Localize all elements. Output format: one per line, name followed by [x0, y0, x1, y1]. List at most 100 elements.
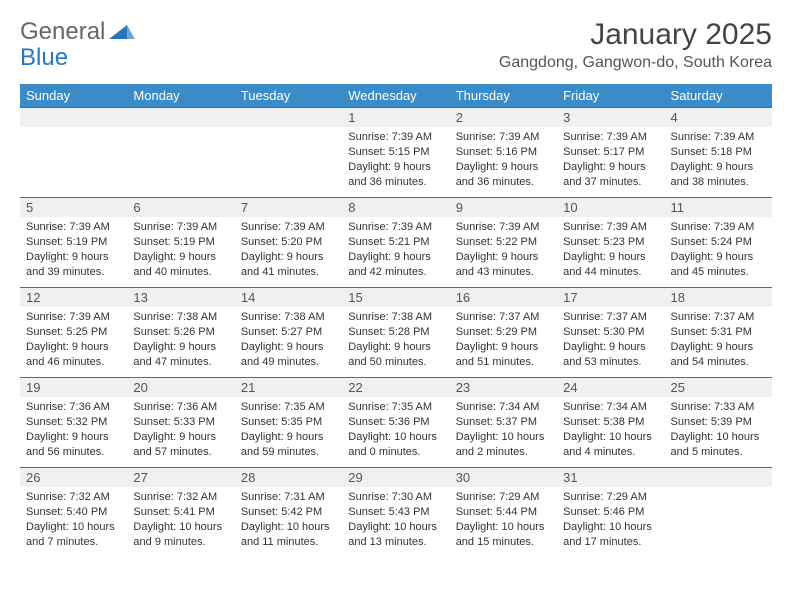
day-number: 30 [450, 467, 557, 487]
sunrise-text: Sunrise: 7:29 AM [563, 490, 658, 505]
sunset-text: Sunset: 5:38 PM [563, 415, 658, 430]
sunrise-text: Sunrise: 7:38 AM [241, 310, 336, 325]
day-cell: 2 Sunrise: 7:39 AMSunset: 5:16 PMDaylight… [450, 107, 557, 197]
day-number: 17 [557, 287, 664, 307]
day-number: 1 [342, 107, 449, 127]
sunrise-text: Sunrise: 7:35 AM [348, 400, 443, 415]
sunset-text: Sunset: 5:21 PM [348, 235, 443, 250]
day-details [20, 127, 127, 187]
sunset-text: Sunset: 5:28 PM [348, 325, 443, 340]
day-number: 5 [20, 197, 127, 217]
day-cell [235, 107, 342, 197]
day-number [127, 107, 234, 127]
day-cell: 12Sunrise: 7:39 AMSunset: 5:25 PMDayligh… [20, 287, 127, 377]
dayname-thursday: Thursday [450, 84, 557, 107]
sunset-text: Sunset: 5:25 PM [26, 325, 121, 340]
daylight-text: Daylight: 9 hours and 59 minutes. [241, 430, 336, 460]
day-details: Sunrise: 7:29 AMSunset: 5:44 PMDaylight:… [450, 487, 557, 555]
sunset-text: Sunset: 5:35 PM [241, 415, 336, 430]
day-details: Sunrise: 7:37 AMSunset: 5:31 PMDaylight:… [665, 307, 772, 375]
sunset-text: Sunset: 5:19 PM [133, 235, 228, 250]
day-details: Sunrise: 7:39 AMSunset: 5:18 PMDaylight:… [665, 127, 772, 195]
sunset-text: Sunset: 5:43 PM [348, 505, 443, 520]
day-number [665, 467, 772, 487]
day-cell: 7Sunrise: 7:39 AMSunset: 5:20 PMDaylight… [235, 197, 342, 287]
day-details: Sunrise: 7:29 AMSunset: 5:46 PMDaylight:… [557, 487, 664, 555]
day-number: 7 [235, 197, 342, 217]
day-number: 14 [235, 287, 342, 307]
sunset-text: Sunset: 5:39 PM [671, 415, 766, 430]
day-cell: 3Sunrise: 7:39 AMSunset: 5:17 PMDaylight… [557, 107, 664, 197]
day-cell [20, 107, 127, 197]
sunrise-text: Sunrise: 7:39 AM [671, 220, 766, 235]
day-details: Sunrise: 7:38 AMSunset: 5:26 PMDaylight:… [127, 307, 234, 375]
sunset-text: Sunset: 5:18 PM [671, 145, 766, 160]
daylight-text: Daylight: 10 hours and 13 minutes. [348, 520, 443, 550]
daylight-text: Daylight: 9 hours and 54 minutes. [671, 340, 766, 370]
day-details: Sunrise: 7:36 AMSunset: 5:33 PMDaylight:… [127, 397, 234, 465]
day-details: Sunrise: 7:39 AMSunset: 5:25 PMDaylight:… [20, 307, 127, 375]
header: General January 2025 Gangdong, Gangwon-d… [20, 18, 772, 78]
day-cell: 22Sunrise: 7:35 AMSunset: 5:36 PMDayligh… [342, 377, 449, 467]
day-details: Sunrise: 7:39 AMSunset: 5:19 PMDaylight:… [20, 217, 127, 285]
daylight-text: Daylight: 9 hours and 51 minutes. [456, 340, 551, 370]
sunset-text: Sunset: 5:30 PM [563, 325, 658, 340]
daylight-text: Daylight: 9 hours and 36 minutes. [456, 160, 551, 190]
day-number: 16 [450, 287, 557, 307]
day-cell: 9Sunrise: 7:39 AMSunset: 5:22 PMDaylight… [450, 197, 557, 287]
day-cell: 23Sunrise: 7:34 AMSunset: 5:37 PMDayligh… [450, 377, 557, 467]
daylight-text: Daylight: 9 hours and 45 minutes. [671, 250, 766, 280]
day-details: Sunrise: 7:39 AMSunset: 5:20 PMDaylight:… [235, 217, 342, 285]
day-cell: 16Sunrise: 7:37 AMSunset: 5:29 PMDayligh… [450, 287, 557, 377]
sunrise-text: Sunrise: 7:39 AM [456, 220, 551, 235]
daylight-text: Daylight: 9 hours and 50 minutes. [348, 340, 443, 370]
day-cell: 11Sunrise: 7:39 AMSunset: 5:24 PMDayligh… [665, 197, 772, 287]
dayname-tuesday: Tuesday [235, 84, 342, 107]
day-details: Sunrise: 7:35 AMSunset: 5:36 PMDaylight:… [342, 397, 449, 465]
day-cell: 20Sunrise: 7:36 AMSunset: 5:33 PMDayligh… [127, 377, 234, 467]
day-cell: 19Sunrise: 7:36 AMSunset: 5:32 PMDayligh… [20, 377, 127, 467]
sunset-text: Sunset: 5:29 PM [456, 325, 551, 340]
day-number: 9 [450, 197, 557, 217]
day-details: Sunrise: 7:39 AMSunset: 5:19 PMDaylight:… [127, 217, 234, 285]
day-number: 4 [665, 107, 772, 127]
sunrise-text: Sunrise: 7:39 AM [348, 220, 443, 235]
day-cell: 17Sunrise: 7:37 AMSunset: 5:30 PMDayligh… [557, 287, 664, 377]
day-cell: 29Sunrise: 7:30 AMSunset: 5:43 PMDayligh… [342, 467, 449, 557]
day-number: 19 [20, 377, 127, 397]
sunrise-text: Sunrise: 7:39 AM [456, 130, 551, 145]
sunrise-text: Sunrise: 7:32 AM [133, 490, 228, 505]
sunrise-text: Sunrise: 7:39 AM [671, 130, 766, 145]
dayname-sunday: Sunday [20, 84, 127, 107]
daylight-text: Daylight: 9 hours and 47 minutes. [133, 340, 228, 370]
day-number: 2 [450, 107, 557, 127]
day-cell [127, 107, 234, 197]
week-row: 12Sunrise: 7:39 AMSunset: 5:25 PMDayligh… [20, 287, 772, 377]
daylight-text: Daylight: 9 hours and 57 minutes. [133, 430, 228, 460]
sunset-text: Sunset: 5:16 PM [456, 145, 551, 160]
day-number: 8 [342, 197, 449, 217]
daylight-text: Daylight: 9 hours and 46 minutes. [26, 340, 121, 370]
day-cell: 13Sunrise: 7:38 AMSunset: 5:26 PMDayligh… [127, 287, 234, 377]
day-details: Sunrise: 7:34 AMSunset: 5:37 PMDaylight:… [450, 397, 557, 465]
dayname-friday: Friday [557, 84, 664, 107]
day-cell: 6Sunrise: 7:39 AMSunset: 5:19 PMDaylight… [127, 197, 234, 287]
daylight-text: Daylight: 9 hours and 44 minutes. [563, 250, 658, 280]
day-cell: 10Sunrise: 7:39 AMSunset: 5:23 PMDayligh… [557, 197, 664, 287]
day-number: 25 [665, 377, 772, 397]
daylight-text: Daylight: 9 hours and 36 minutes. [348, 160, 443, 190]
sunrise-text: Sunrise: 7:34 AM [563, 400, 658, 415]
day-number: 24 [557, 377, 664, 397]
sunset-text: Sunset: 5:17 PM [563, 145, 658, 160]
logo-text-blue: Blue [20, 44, 68, 71]
sunrise-text: Sunrise: 7:39 AM [26, 220, 121, 235]
day-details [665, 487, 772, 547]
daylight-text: Daylight: 10 hours and 9 minutes. [133, 520, 228, 550]
day-number: 15 [342, 287, 449, 307]
daylight-text: Daylight: 10 hours and 7 minutes. [26, 520, 121, 550]
daylight-text: Daylight: 9 hours and 38 minutes. [671, 160, 766, 190]
sunset-text: Sunset: 5:15 PM [348, 145, 443, 160]
day-number [235, 107, 342, 127]
logo-text-general: General [20, 18, 105, 46]
day-number: 13 [127, 287, 234, 307]
